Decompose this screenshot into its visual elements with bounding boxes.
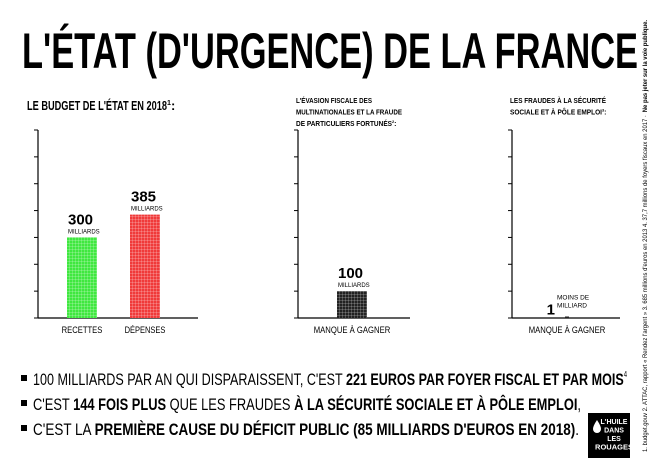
logo-box [588, 413, 630, 458]
value-label: 300 [68, 211, 93, 228]
logo-text: ROUAGES [595, 443, 633, 452]
footnote-ref: 3 [602, 109, 604, 113]
footnote-ref: 1 [167, 99, 171, 107]
bullet-text: C'EST 144 FOIS PLUS QUE LES FRAUDES À LA… [33, 395, 581, 414]
colon: : [171, 98, 175, 113]
chart-title: LE BUDGET DE L'ÉTAT EN 20181: [27, 98, 175, 113]
value-unit: MILLIARDS [68, 229, 100, 235]
bullet-segment: . [575, 420, 579, 439]
bullet-emphasis: 144 FOIS PLUS [73, 395, 166, 414]
footnote-text: 1. budget.gouv 2. ATTAC, rapport « Rende… [642, 115, 649, 452]
bullet [21, 425, 27, 431]
bullet-segment: , [577, 395, 581, 414]
bullet [21, 375, 27, 381]
bullet [21, 400, 27, 406]
value-label: 1 [547, 302, 555, 319]
bar [337, 291, 367, 318]
chart-title-line: LE BUDGET DE L'ÉTAT EN 2018 [27, 98, 167, 113]
bar [67, 237, 97, 318]
chart-title: L'ÉVASION FISCALE DES [296, 96, 372, 105]
x-tick-label: DÉPENSES [125, 325, 166, 335]
chart-title: SOCIALE ET À PÔLE EMPLOI3: [510, 108, 606, 117]
bullet-segment: QUE LES FRAUDES [166, 395, 294, 414]
bullet-emphasis: 221 EUROS PAR FOYER FISCAL ET PAR MOIS [346, 370, 624, 389]
chart-title-line: DE PARTICULIERS FORTUNÉS [296, 119, 392, 128]
logo-drop [593, 420, 601, 433]
bullet-segment: C'EST [33, 395, 73, 414]
logo-text: DANS [604, 428, 624, 435]
x-tick-label: MANQUE À GAGNER [529, 325, 606, 335]
footnote-ref: 2 [392, 120, 394, 124]
bar [565, 316, 569, 318]
x-tick-label: RECETTES [62, 325, 103, 335]
value-label: 385 [131, 189, 156, 206]
logo-text: LES [607, 436, 621, 443]
bullet-emphasis: À LA SÉCURITÉ SOCIALE ET À PÔLE EMPLOI [294, 395, 577, 414]
value-unit: MOINS DE [557, 295, 590, 302]
poster-title: L'ÉTAT (D'URGENCE) DE LA FRANCE [22, 23, 638, 79]
chart-title-line: SOCIALE ET À PÔLE EMPLOI [510, 108, 602, 117]
value-label: 100 [338, 265, 363, 282]
colon: : [394, 121, 396, 128]
notice: Ne pas jeter sur la voie publique. [642, 20, 649, 112]
x-tick-label: MANQUE À GAGNER [314, 325, 391, 335]
bullet-text: 100 MILLIARDS PAR AN QUI DISPARAISSENT, … [33, 370, 627, 389]
bullet-segment: 100 MILLIARDS PAR AN QUI DISPARAISSENT, … [33, 370, 346, 389]
bullet-segment: C'EST LA [33, 420, 95, 439]
footnotes: 1. budget.gouv 2. ATTAC, rapport « Rende… [642, 20, 649, 452]
chart-title-line: MULTINATIONALES ET LA FRAUDE [296, 110, 402, 117]
bullet-emphasis: PREMIÈRE CAUSE DU DÉFICIT PUBLIC (85 MIL… [95, 420, 576, 439]
chart-title-line: LES FRAUDES À LA SÉCURITÉ [510, 96, 606, 105]
value-unit: MILLIARDS [338, 283, 370, 289]
value-unit: MILLIARDS [131, 207, 163, 213]
footnote-ref: 4 [624, 370, 628, 379]
chart-title: DE PARTICULIERS FORTUNÉS2: [296, 119, 396, 128]
logo-text: L'HUILE [601, 419, 628, 426]
chart-title: MULTINATIONALES ET LA FRAUDE [296, 110, 402, 117]
chart-title: LES FRAUDES À LA SÉCURITÉ [510, 96, 606, 105]
bar [130, 214, 160, 318]
bullet-text: C'EST LA PREMIÈRE CAUSE DU DÉFICIT PUBLI… [33, 420, 579, 439]
colon: : [604, 110, 606, 117]
value-unit: MILLIARD [557, 303, 587, 310]
chart-title-line: L'ÉVASION FISCALE DES [296, 96, 372, 105]
